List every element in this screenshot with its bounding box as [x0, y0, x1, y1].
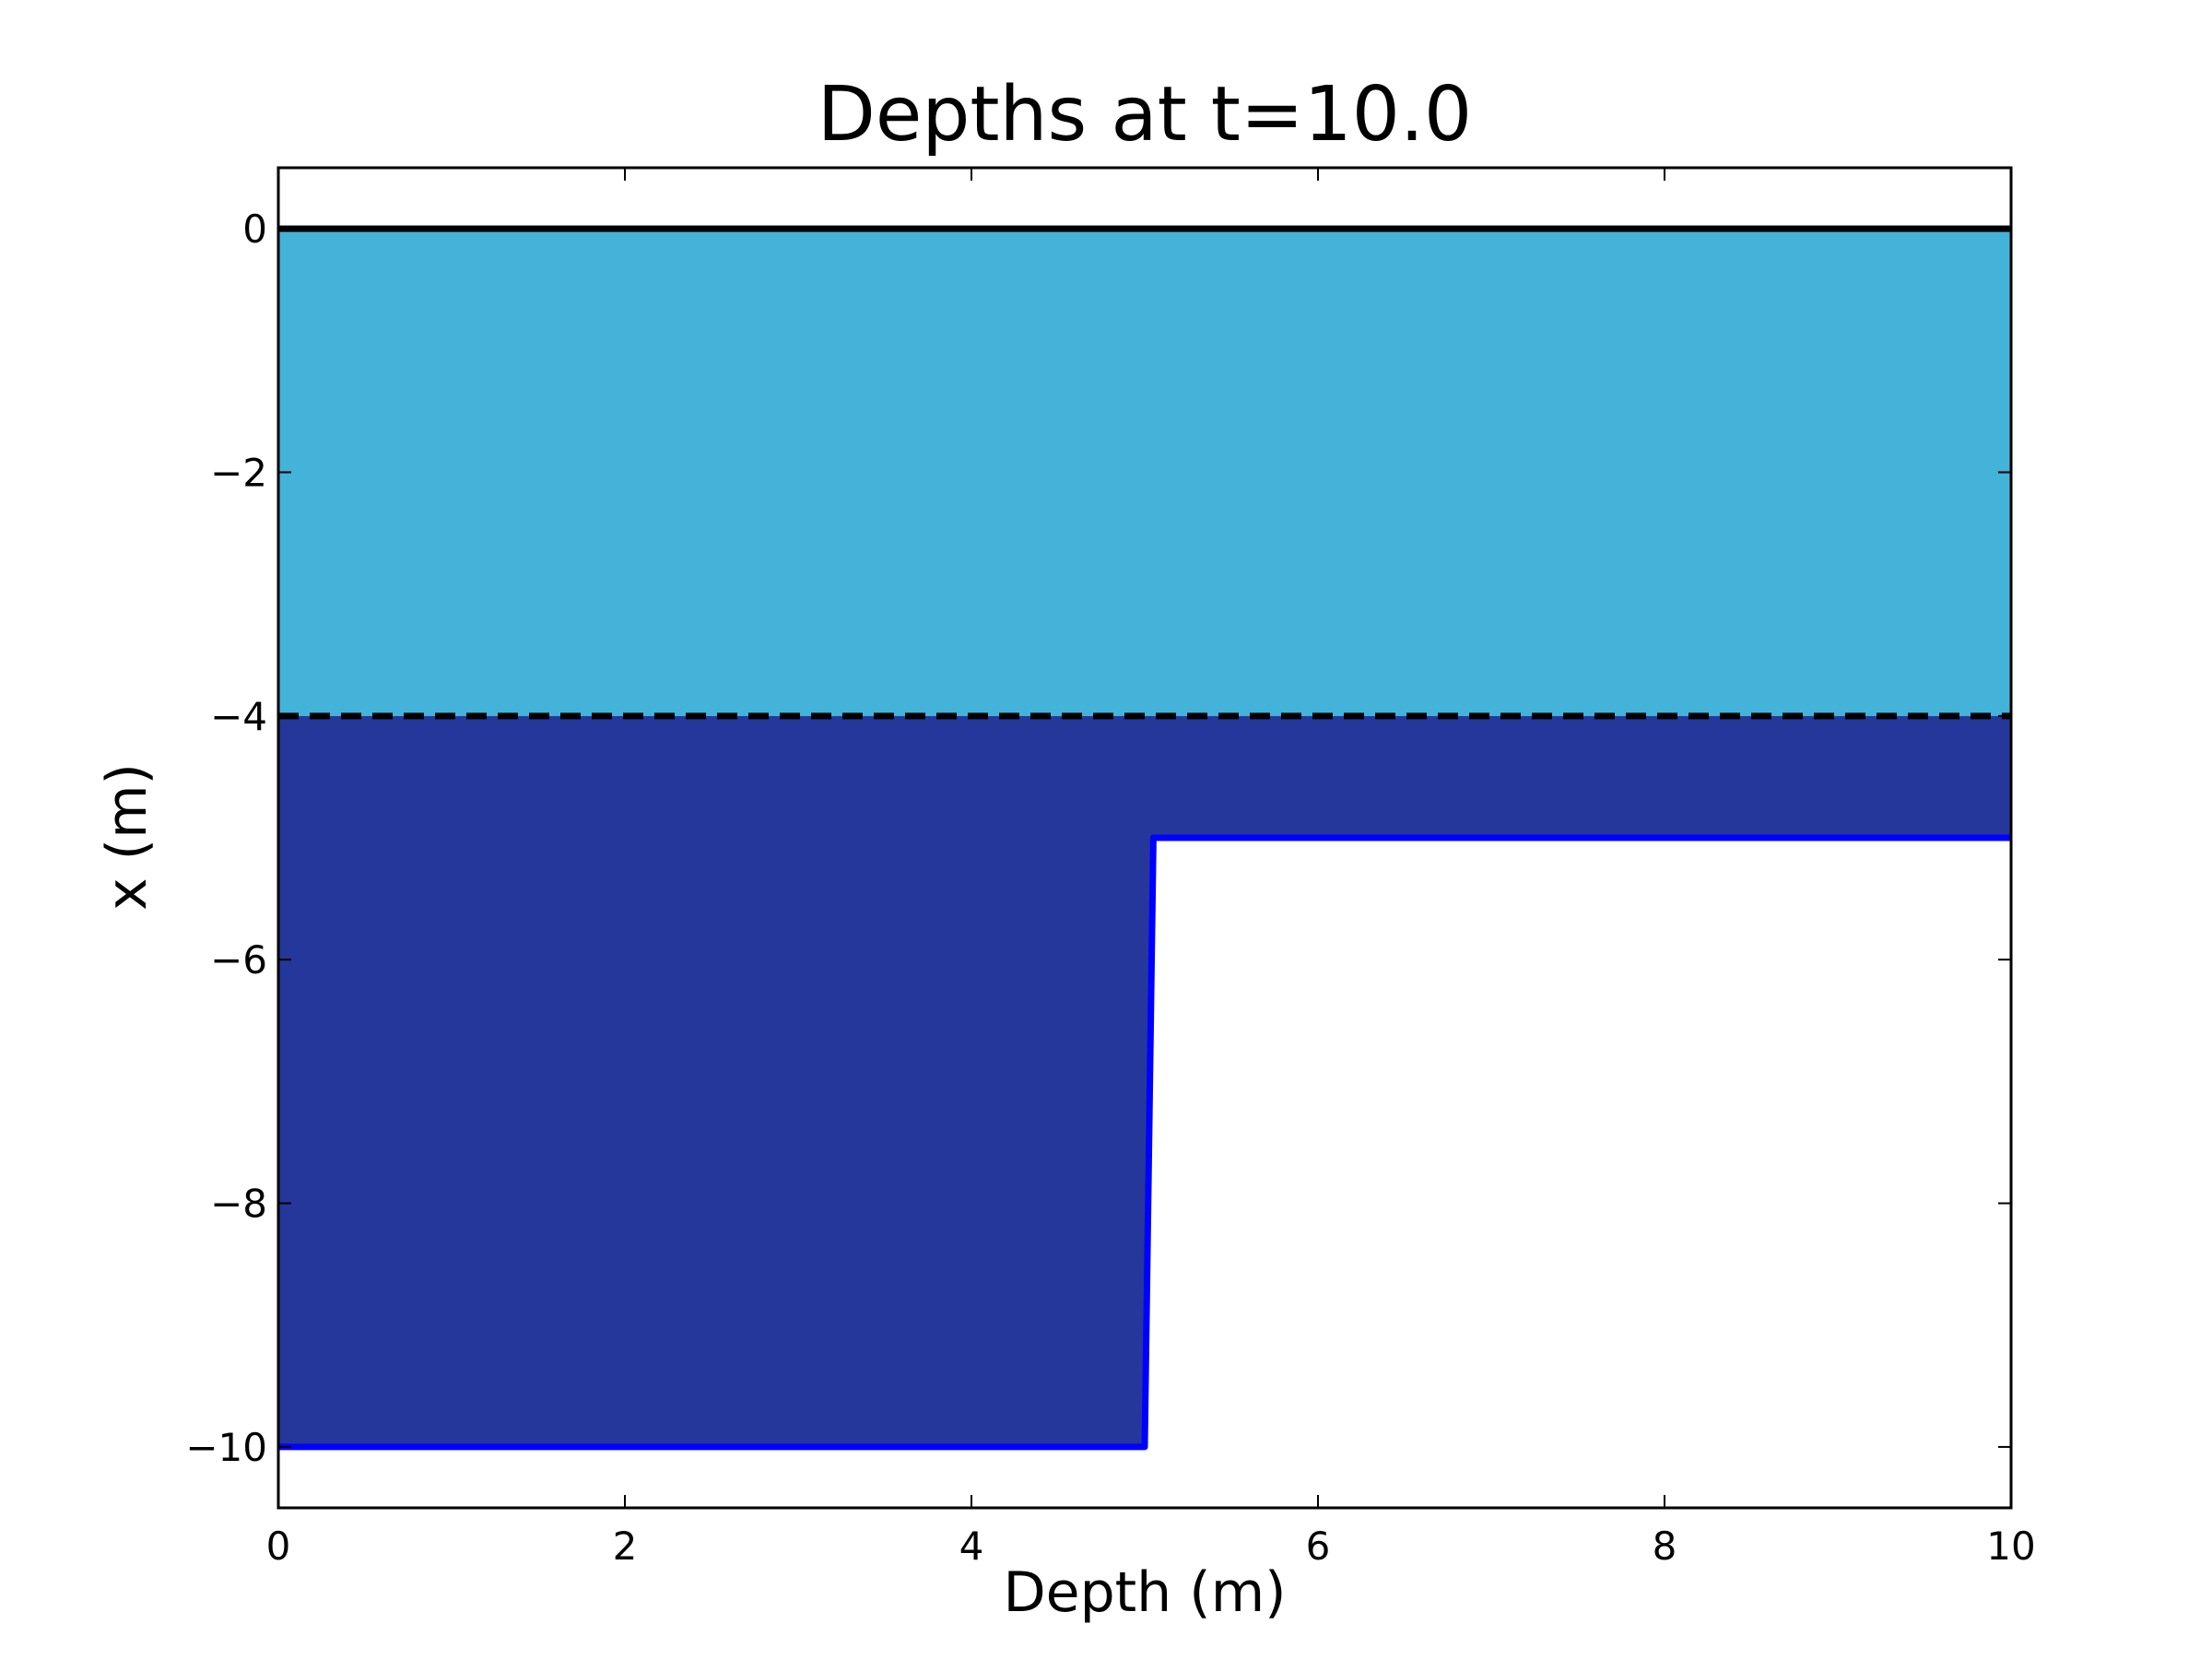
axes-frame — [276, 166, 2013, 1510]
y-axis-label: x (m) — [95, 763, 159, 911]
chart-title: Depths at t=10.0 — [818, 71, 1472, 159]
y-tick-label: −4 — [210, 694, 267, 739]
upper-layer-fill — [278, 229, 2011, 716]
axis-ticks: 0 2 4 6 8 10 0 −2 −4 −6 −8 −10 — [185, 168, 2036, 1569]
x-tick-label: 4 — [959, 1524, 984, 1569]
y-tick-label: 0 — [242, 206, 267, 252]
x-tick-label: 10 — [1986, 1524, 2035, 1569]
x-tick-label: 6 — [1306, 1524, 1331, 1569]
plot-area — [278, 225, 2011, 1451]
y-tick-label: −8 — [210, 1182, 267, 1227]
x-tick-label: 8 — [1653, 1524, 1677, 1569]
x-tick-label: 0 — [266, 1524, 291, 1569]
y-tick-label: −10 — [185, 1425, 267, 1470]
lower-layer-fill — [278, 715, 2011, 1447]
x-tick-label: 2 — [613, 1524, 638, 1569]
y-tick-label: −2 — [210, 450, 267, 495]
bathymetry-line — [278, 834, 2011, 1451]
y-tick-label: −6 — [210, 937, 267, 982]
x-axis-label: Depth (m) — [1003, 1560, 1286, 1625]
